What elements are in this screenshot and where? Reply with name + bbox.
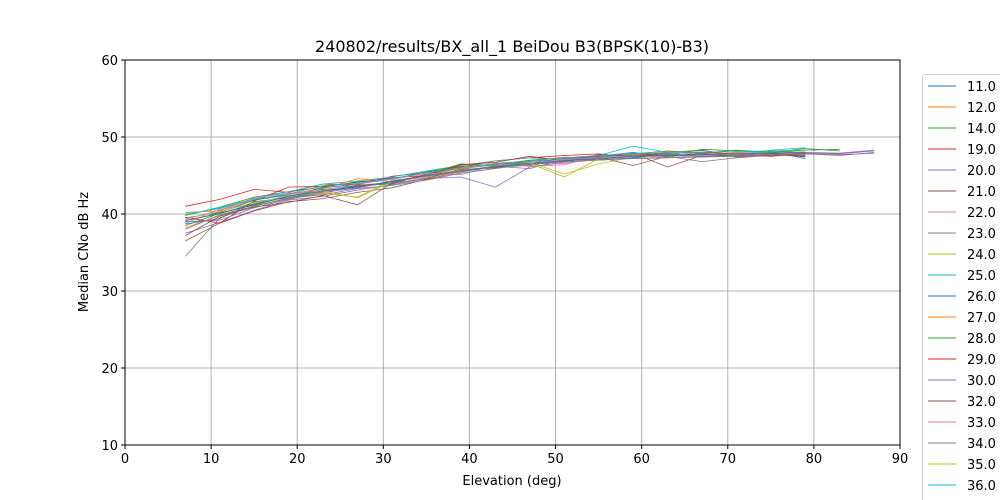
series-line-14.0 [185,148,840,216]
legend-label: 19.0 [967,143,996,158]
legend-label: 36.0 [967,479,996,494]
legend-label: 25.0 [967,269,996,284]
legend-label: 24.0 [967,248,996,263]
legend-label: 30.0 [967,374,996,389]
x-tick-label: 60 [633,452,650,467]
series-line-24.0 [185,151,806,221]
series-line-33.0 [185,152,806,220]
plot-frame [124,59,901,446]
legend-label: 14.0 [967,122,996,137]
legend-label: 21.0 [967,185,996,200]
legend-label: 28.0 [967,332,996,347]
y-tick-label: 40 [101,208,118,223]
y-tick-label: 30 [101,285,118,300]
series-line-25.0 [185,145,806,216]
series-line-36.0 [185,149,806,215]
legend-label: 32.0 [967,395,996,410]
y-tick-label: 50 [101,131,118,146]
chart-title: 240802/results/BX_all_1 BeiDou B3(BPSK(1… [315,37,709,57]
x-tick-label: 90 [892,452,909,467]
series-line-37.0 [185,152,806,222]
y-axis-label: Median CNo dB Hz [77,192,92,312]
x-tick-label: 40 [461,452,478,467]
series-line-32.0 [185,152,806,236]
legend-label: 26.0 [967,290,996,305]
x-axis-label: Elevation (deg) [462,474,561,489]
legend: 11.0 12.0 14.0 19.0 20.0 21.0 22.0 23.0 24.0 25.0… [922,74,1000,500]
x-tick-label: 80 [806,452,823,467]
series-line-11.0 [185,151,806,219]
x-tick-label: 30 [375,452,392,467]
x-tick-label: 20 [289,452,306,467]
grid [124,59,901,446]
legend-label: 22.0 [967,206,996,221]
series-line-34.0 [185,152,875,230]
x-tick-label: 50 [547,452,564,467]
series-line-23.0 [185,152,875,257]
legend-label: 35.0 [967,458,996,473]
legend-box [922,74,1000,500]
legend-label: 20.0 [967,164,996,179]
legend-label: 23.0 [967,227,996,242]
legend-label: 34.0 [967,437,996,452]
x-tick-label: 70 [720,452,737,467]
legend-label: 33.0 [967,416,996,431]
x-tick-label: 10 [203,452,220,467]
x-tick-label: 0 [121,452,129,467]
legend-label: 12.0 [967,101,996,116]
y-tick-label: 60 [101,54,118,69]
y-tick-label: 10 [101,439,118,454]
legend-label: 29.0 [967,353,996,368]
legend-label: 27.0 [967,311,996,326]
y-tick-label: 20 [101,362,118,377]
series-lines [185,145,875,257]
legend-label: 11.0 [967,80,996,95]
